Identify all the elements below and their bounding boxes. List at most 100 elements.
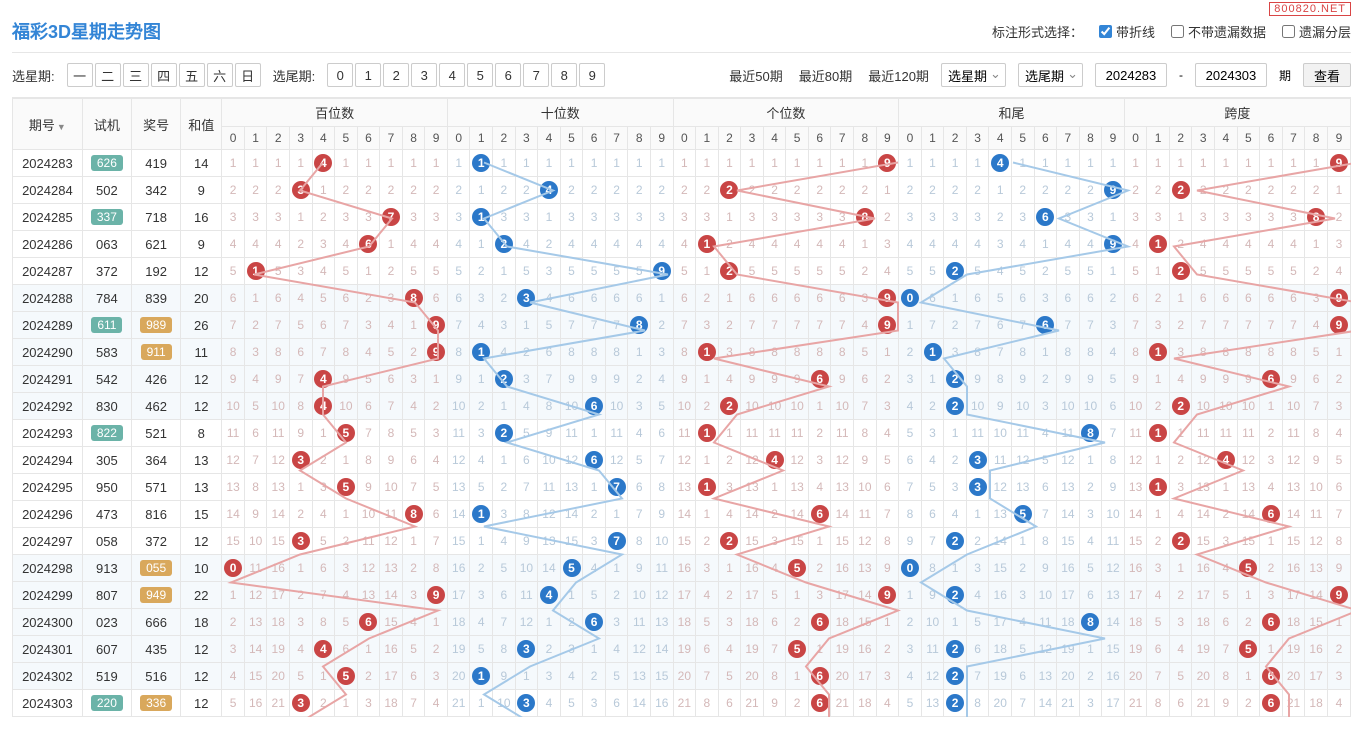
test-cell: 607 bbox=[82, 636, 131, 663]
digit-cell: 10 bbox=[605, 393, 628, 420]
range-to-input[interactable] bbox=[1195, 63, 1267, 87]
tail-tab-1[interactable]: 1 bbox=[355, 63, 381, 87]
week-tab-四[interactable]: 四 bbox=[151, 63, 177, 87]
range-from-input[interactable] bbox=[1095, 63, 1167, 87]
digit-cell: 5 bbox=[1011, 258, 1034, 285]
award-cell: 521 bbox=[132, 420, 181, 447]
tail-tab-4[interactable]: 4 bbox=[439, 63, 465, 87]
digit-cell: 4 bbox=[696, 582, 719, 609]
digit-cell: 13 bbox=[989, 501, 1012, 528]
digit-cell: 4 bbox=[538, 285, 561, 312]
digit-cell: 1 bbox=[1079, 150, 1102, 177]
digit-cell: 7 bbox=[1011, 312, 1034, 339]
digit-cell: 11 bbox=[267, 420, 290, 447]
tail-tab-7[interactable]: 7 bbox=[523, 63, 549, 87]
digit-cell: 10 bbox=[1215, 393, 1238, 420]
digit-cell: 10 bbox=[447, 393, 470, 420]
digit-cell: 2 bbox=[1237, 690, 1260, 717]
digit-cell: 2 bbox=[808, 177, 831, 204]
digit-cell: 2 bbox=[470, 258, 493, 285]
digit-cell: 5 bbox=[966, 609, 989, 636]
digit-cell: 19 bbox=[447, 636, 470, 663]
digit-cell: 2 bbox=[1079, 663, 1102, 690]
digit-cell: 10 bbox=[1079, 393, 1102, 420]
digit-cell: 2 bbox=[244, 312, 267, 339]
digit-cell: 5 bbox=[470, 636, 493, 663]
digit-cell: 2 bbox=[335, 177, 358, 204]
digit-cell: 3 bbox=[357, 690, 380, 717]
digit-cell: 9 bbox=[1327, 285, 1350, 312]
digit-cell: 1 bbox=[425, 150, 448, 177]
digit-cell: 21 bbox=[1124, 690, 1147, 717]
digit-cell: 5 bbox=[1079, 258, 1102, 285]
digit-cell: 8 bbox=[808, 339, 831, 366]
digit-cell: 12 bbox=[1192, 447, 1215, 474]
digit-cell: 1 bbox=[876, 609, 899, 636]
week-tab-二[interactable]: 二 bbox=[95, 63, 121, 87]
week-tab-五[interactable]: 五 bbox=[179, 63, 205, 87]
digit-cell: 1 bbox=[1305, 231, 1328, 258]
digit-header: 2 bbox=[267, 127, 290, 150]
digit-cell: 5 bbox=[1215, 258, 1238, 285]
digit-cell: 1 bbox=[921, 339, 944, 366]
digit-cell: 8 bbox=[289, 393, 312, 420]
digit-cell: 15 bbox=[447, 528, 470, 555]
option-遗漏分层[interactable]: 遗漏分层 bbox=[1282, 22, 1351, 41]
digit-cell: 15 bbox=[222, 528, 245, 555]
digit-header: 3 bbox=[515, 127, 538, 150]
tail-tab-5[interactable]: 5 bbox=[467, 63, 493, 87]
digit-cell: 15 bbox=[380, 609, 403, 636]
digit-cell: 2 bbox=[289, 231, 312, 258]
week-tab-日[interactable]: 日 bbox=[235, 63, 261, 87]
select-tail[interactable]: 选尾期 bbox=[1018, 63, 1083, 87]
option-不带遗漏数据[interactable]: 不带遗漏数据 bbox=[1171, 22, 1266, 41]
digit-cell: 2 bbox=[335, 528, 358, 555]
digit-cell: 2 bbox=[650, 312, 673, 339]
week-tab-六[interactable]: 六 bbox=[207, 63, 233, 87]
tail-tab-6[interactable]: 6 bbox=[495, 63, 521, 87]
period-link[interactable]: 最近80期 bbox=[799, 66, 852, 85]
digit-cell: 2 bbox=[696, 393, 719, 420]
issue-cell: 2024283 bbox=[13, 150, 83, 177]
select-week[interactable]: 选星期 bbox=[941, 63, 1006, 87]
digit-cell: 6 bbox=[1147, 636, 1170, 663]
digit-cell: 1 bbox=[628, 339, 651, 366]
digit-cell: 12 bbox=[1102, 555, 1125, 582]
period-suffix: 期 bbox=[1279, 67, 1291, 84]
digit-cell: 9 bbox=[267, 366, 290, 393]
digit-cell: 16 bbox=[1057, 555, 1080, 582]
week-tab-三[interactable]: 三 bbox=[123, 63, 149, 87]
digit-cell: 5 bbox=[605, 663, 628, 690]
digit-cell: 1 bbox=[1169, 420, 1192, 447]
digit-cell: 8 bbox=[493, 636, 516, 663]
digit-cell: 8 bbox=[1192, 339, 1215, 366]
digit-cell: 12 bbox=[267, 447, 290, 474]
period-link[interactable]: 最近120期 bbox=[868, 66, 929, 85]
tail-tab-0[interactable]: 0 bbox=[327, 63, 353, 87]
digit-cell: 15 bbox=[1057, 528, 1080, 555]
digit-cell: 1 bbox=[402, 528, 425, 555]
digit-cell: 3 bbox=[989, 231, 1012, 258]
digit-cell: 17 bbox=[989, 609, 1012, 636]
digit-cell: 1 bbox=[312, 663, 335, 690]
digit-cell: 1 bbox=[1147, 501, 1170, 528]
digit-cell: 8 bbox=[1034, 528, 1057, 555]
issue-cell: 2024299 bbox=[13, 582, 83, 609]
digit-cell: 1 bbox=[289, 204, 312, 231]
tail-tab-3[interactable]: 3 bbox=[411, 63, 437, 87]
digit-cell: 3 bbox=[447, 204, 470, 231]
header-issue[interactable]: 期号▼ bbox=[13, 99, 83, 150]
digit-cell: 1 bbox=[786, 150, 809, 177]
award-cell: 435 bbox=[132, 636, 181, 663]
digit-cell: 20 bbox=[1282, 663, 1305, 690]
digit-cell: 2 bbox=[380, 177, 403, 204]
digit-cell: 4 bbox=[944, 501, 967, 528]
digit-cell: 5 bbox=[1327, 447, 1350, 474]
tail-tab-8[interactable]: 8 bbox=[551, 63, 577, 87]
view-button[interactable]: 查看 bbox=[1303, 63, 1351, 87]
tail-tab-9[interactable]: 9 bbox=[579, 63, 605, 87]
option-带折线[interactable]: 带折线 bbox=[1099, 22, 1155, 41]
period-link[interactable]: 最近50期 bbox=[729, 66, 782, 85]
tail-tab-2[interactable]: 2 bbox=[383, 63, 409, 87]
week-tab-一[interactable]: 一 bbox=[67, 63, 93, 87]
